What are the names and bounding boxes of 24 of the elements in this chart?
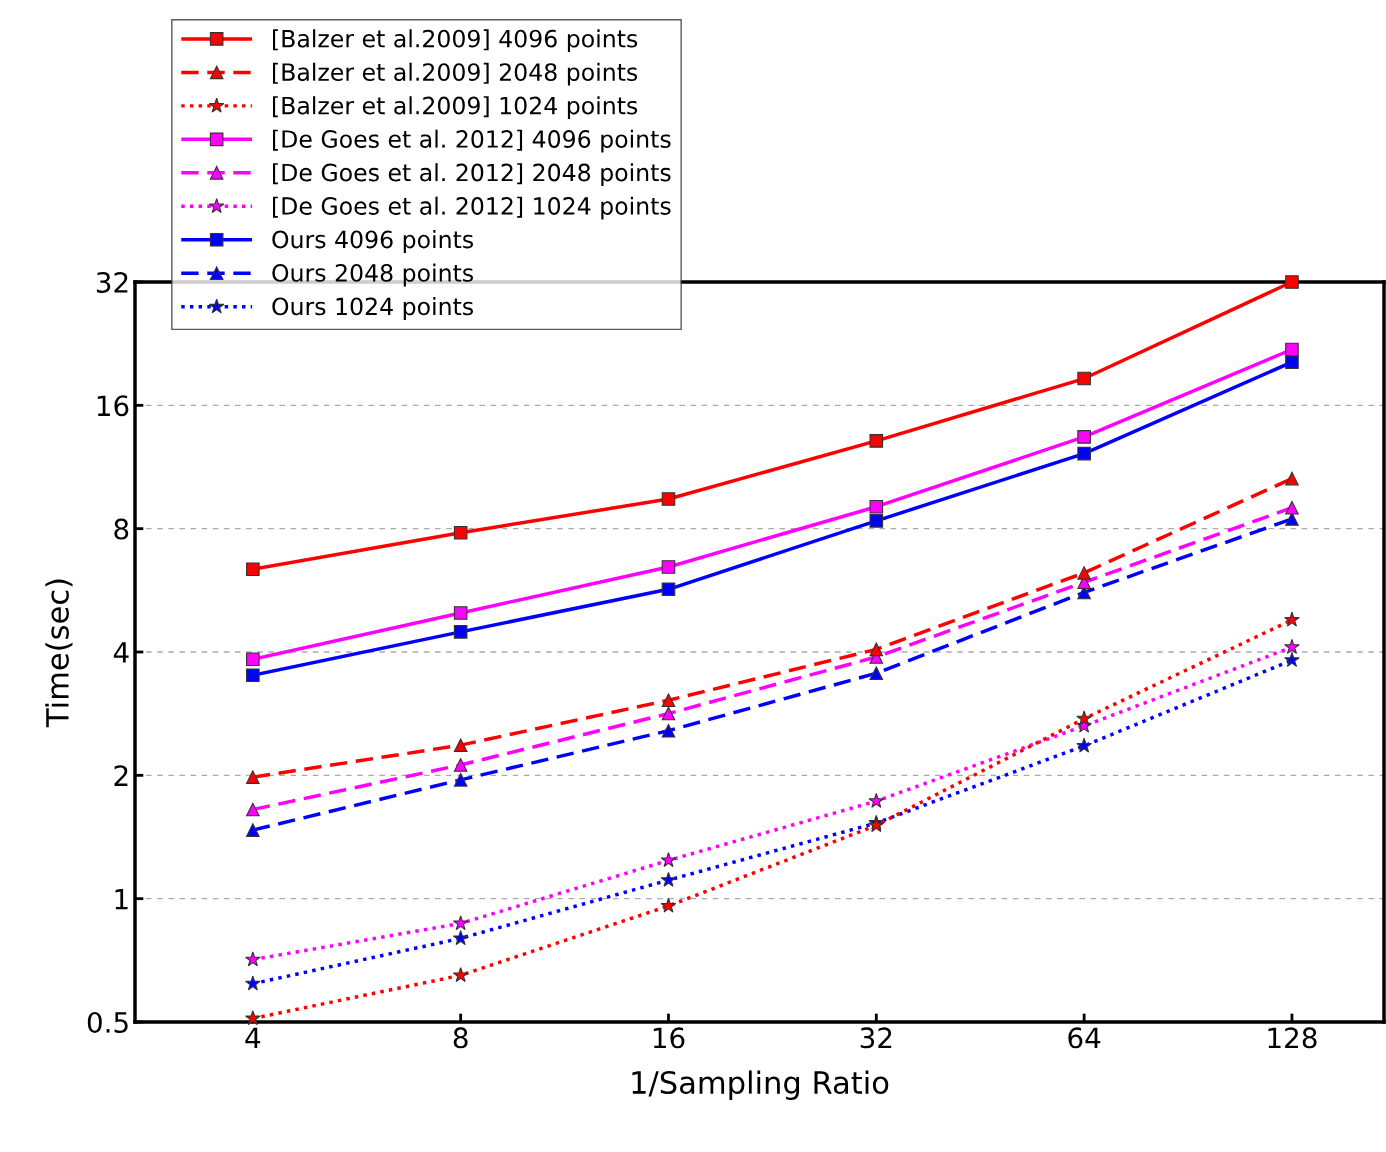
x-tick-label: 32 [860, 1027, 892, 1049]
y-tick-label: 4 [113, 642, 129, 663]
legend-label: [De Goes et al. 2012] 1024 points [273, 196, 671, 220]
y-axis-title: Time(sec) [45, 579, 73, 728]
y-tick-label: 16 [97, 395, 129, 417]
legend-label: [De Goes et al. 2012] 2048 points [273, 163, 671, 187]
x-tick-label: 128 [1268, 1027, 1317, 1049]
legend-label: [De Goes et al. 2012] 4096 points [273, 129, 671, 153]
y-tick-label: 32 [96, 271, 128, 293]
legend-label: Ours 4096 points [272, 230, 473, 253]
y-tick-label: 2 [114, 765, 128, 786]
legend-label: Ours 1024 points [272, 297, 473, 320]
legend-label: Ours 2048 points [272, 263, 473, 287]
x-axis-title: 1/Sampling Ratio [632, 1070, 889, 1100]
legend-label: [Balzer et al.2009] 4096 points [273, 29, 638, 53]
x-tick-label: 16 [653, 1027, 685, 1049]
legend-label: [Balzer et al.2009] 1024 points [273, 96, 638, 120]
y-tick-label: 8 [114, 518, 129, 540]
y-tick-label: 0.5 [87, 1011, 128, 1033]
x-tick-label: 8 [453, 1027, 468, 1049]
legend-label: [Balzer et al.2009] 2048 points [273, 62, 638, 86]
x-tick-label: 4 [245, 1027, 261, 1048]
x-tick-label: 64 [1068, 1027, 1101, 1049]
y-tick-label: 1 [115, 888, 128, 910]
